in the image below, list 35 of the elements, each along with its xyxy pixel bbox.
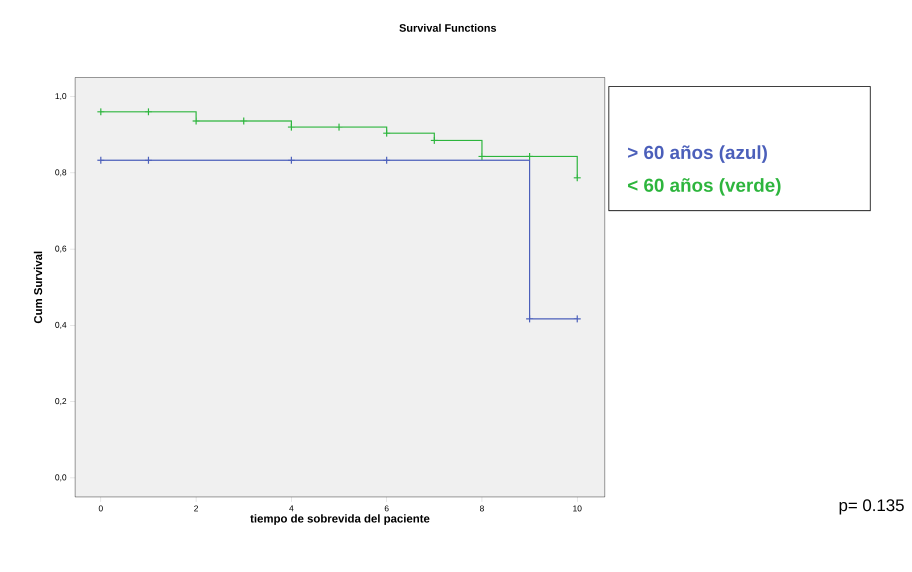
y-tick-label: 0,0 [55,474,66,482]
chart-title: Survival Functions [399,24,496,32]
point [192,117,200,126]
y-tick-label: 1,0 [56,93,66,100]
point [287,123,296,132]
point [287,156,296,165]
x-tick-label: 4 [289,506,294,512]
point [382,156,391,165]
y-tick-label: 0,4 [55,322,66,330]
point [526,152,534,161]
point [573,315,582,324]
point [430,136,438,145]
x-tick-label: 0 [98,506,103,512]
y-tick-label: 0,8 [55,170,66,177]
x-tick-label: 2 [194,506,198,512]
y-axis-title: Cum Survival [34,252,42,324]
point [334,123,344,132]
x-tick-label: 8 [480,506,484,512]
y-tick-label: 0,2 [55,398,66,406]
point [478,152,486,161]
point [382,129,391,138]
text: < 60 años (verde) [628,178,781,196]
x-tick-label: 10 [573,506,582,512]
point [573,174,582,182]
point [526,315,534,324]
text: p= 0.135 [840,500,904,515]
point [144,156,153,165]
point [144,108,153,116]
text: > 60 años (azul) [628,146,767,164]
point [96,156,105,165]
point [96,108,105,116]
y-tick-label: 0,6 [55,246,66,253]
x-axis-title: tiempo de sobrevida del paciente [250,514,430,526]
point [240,117,248,126]
x-tick-label: 6 [384,506,389,512]
